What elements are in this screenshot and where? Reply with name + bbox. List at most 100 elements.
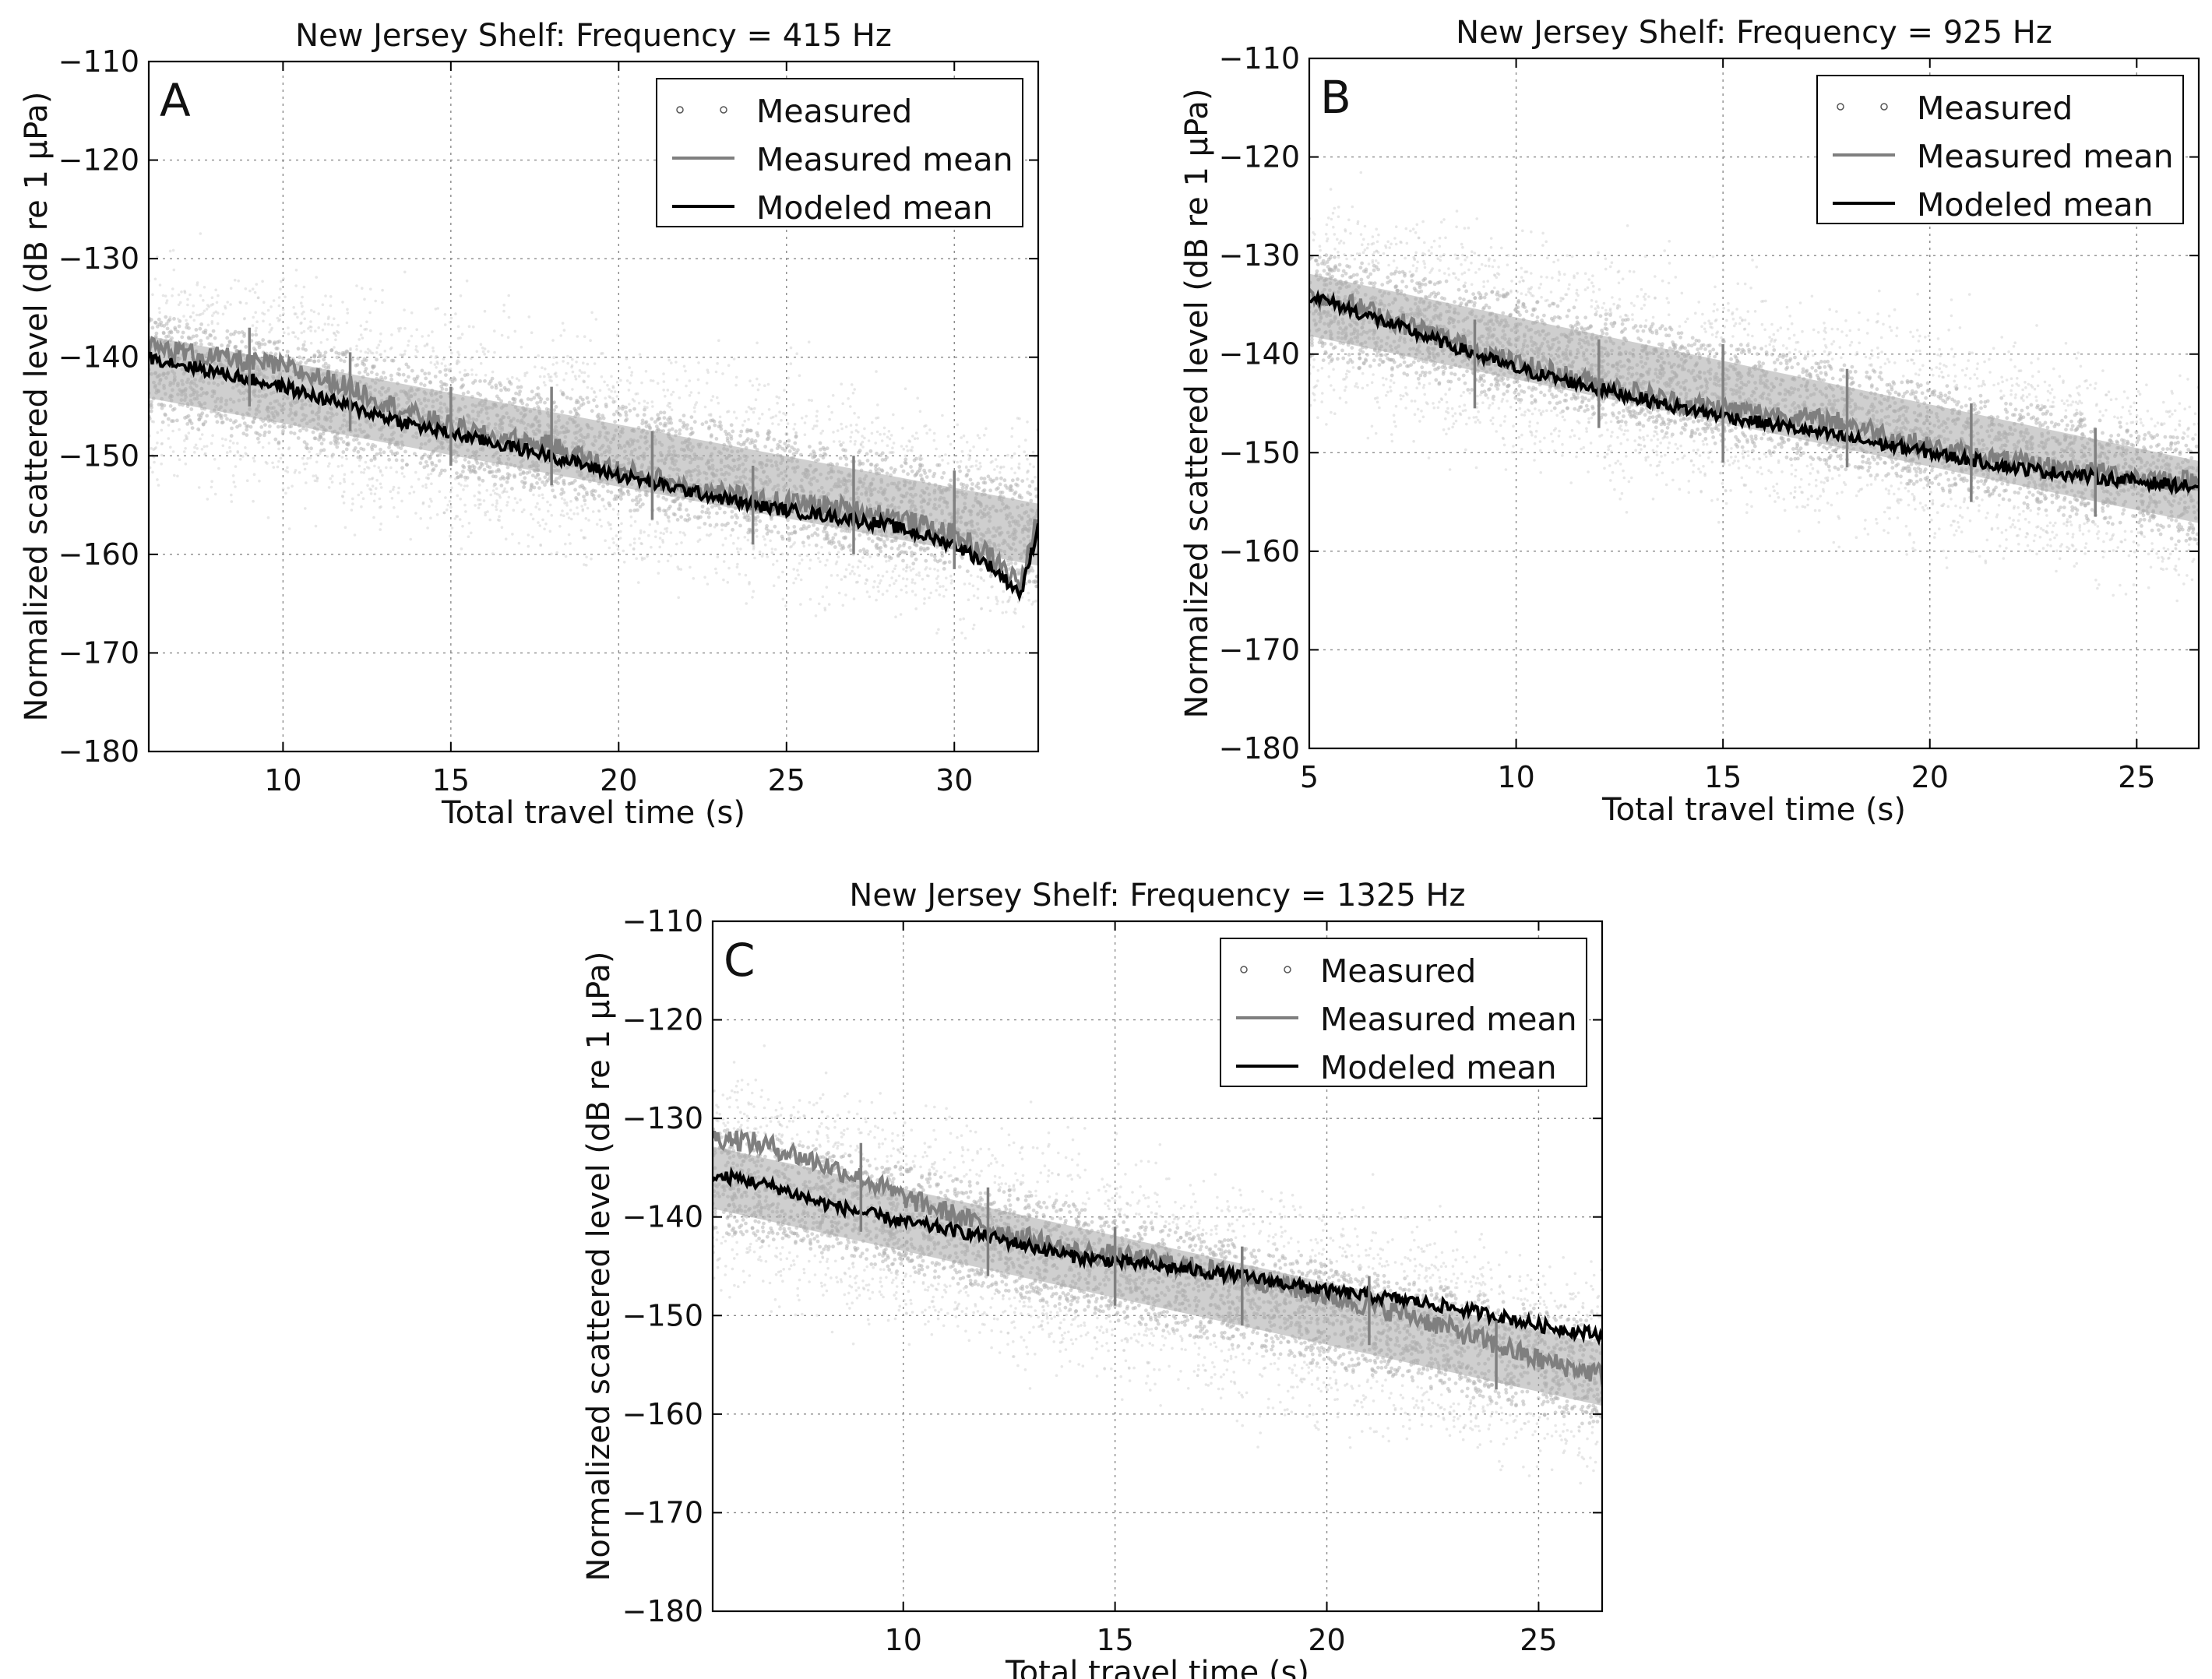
measured-point <box>257 345 262 350</box>
measured-point <box>565 504 569 507</box>
measured-point <box>867 567 870 570</box>
measured-point <box>178 458 181 461</box>
measured-point <box>449 377 453 382</box>
measured-point <box>651 379 655 382</box>
measured-point <box>489 493 492 497</box>
measured-point <box>861 445 865 449</box>
measured-point <box>754 518 758 523</box>
measured-point <box>932 471 937 476</box>
measured-point <box>254 333 259 337</box>
measured-point <box>360 491 363 495</box>
measured-point <box>431 330 434 333</box>
measured-point <box>185 322 189 326</box>
measured-point <box>456 336 460 340</box>
measured-point <box>582 495 586 499</box>
measured-point <box>284 491 287 495</box>
measured-point <box>875 598 878 602</box>
measured-point <box>767 408 771 411</box>
measured-point <box>319 452 322 455</box>
measured-point <box>893 467 897 472</box>
measured-point <box>363 297 366 301</box>
measured-point <box>520 345 523 349</box>
measured-point <box>597 412 601 417</box>
measured-point <box>211 434 214 437</box>
measured-point <box>662 532 665 535</box>
measured-point <box>170 419 174 424</box>
measured-point <box>180 335 185 340</box>
measured-point <box>607 501 611 505</box>
measured-point <box>483 353 486 356</box>
measured-point <box>377 343 381 347</box>
measured-point <box>555 383 558 387</box>
measured-point <box>396 515 400 519</box>
measured-point <box>559 513 563 517</box>
measured-point <box>453 517 457 520</box>
measured-point <box>565 396 569 400</box>
measured-point <box>477 466 481 470</box>
measured-point <box>861 547 866 552</box>
measured-point <box>656 413 660 417</box>
measured-point <box>252 473 256 476</box>
measured-point <box>622 549 625 553</box>
measured-point <box>675 361 678 364</box>
measured-point <box>306 456 310 460</box>
measured-point <box>190 426 195 430</box>
measured-point <box>364 350 368 354</box>
measured-point <box>197 486 201 489</box>
measured-point <box>578 369 582 372</box>
measured-point <box>220 437 224 441</box>
measured-point <box>308 450 312 453</box>
measured-point <box>703 522 707 526</box>
measured-point <box>405 463 409 467</box>
measured-point <box>650 417 654 421</box>
measured-point <box>938 455 942 458</box>
measured-point <box>438 490 442 493</box>
measured-point <box>525 403 530 407</box>
measured-point <box>610 389 613 393</box>
measured-point <box>868 555 872 558</box>
measured-point <box>632 509 637 512</box>
measured-point <box>283 331 286 335</box>
measured-point <box>355 348 358 351</box>
measured-point <box>517 541 521 545</box>
measured-point <box>908 565 911 569</box>
measured-point <box>343 526 347 530</box>
measured-point <box>692 577 696 580</box>
measured-point <box>244 287 248 290</box>
measured-point <box>697 391 700 395</box>
measured-point <box>898 544 902 548</box>
measured-point <box>576 400 580 404</box>
measured-point <box>317 326 321 329</box>
measured-point <box>199 322 203 326</box>
measured-point <box>739 442 743 447</box>
measured-point <box>756 341 759 345</box>
measured-point <box>714 523 719 527</box>
measured-point <box>686 513 690 517</box>
measured-point <box>752 546 756 549</box>
measured-point <box>356 356 361 361</box>
measured-point <box>327 322 330 326</box>
measured-point <box>625 490 630 494</box>
measured-point <box>789 545 792 549</box>
measured-point <box>532 396 537 400</box>
measured-point <box>262 342 267 347</box>
measured-point <box>430 500 433 503</box>
measured-point <box>275 347 280 350</box>
measured-point <box>896 554 900 558</box>
measured-point <box>670 393 673 396</box>
measured-point <box>321 431 326 436</box>
measured-point <box>414 470 417 474</box>
measured-point <box>462 488 465 491</box>
measured-point <box>543 475 548 480</box>
measured-point <box>1026 453 1029 457</box>
measured-point <box>936 575 940 578</box>
measured-point <box>464 478 467 482</box>
measured-point <box>941 459 944 462</box>
measured-point <box>640 418 645 423</box>
measured-point <box>305 481 308 484</box>
measured-point <box>657 572 660 575</box>
measured-point <box>940 551 944 555</box>
measured-point <box>914 456 918 461</box>
measured-point <box>554 405 558 409</box>
measured-point <box>255 326 259 330</box>
